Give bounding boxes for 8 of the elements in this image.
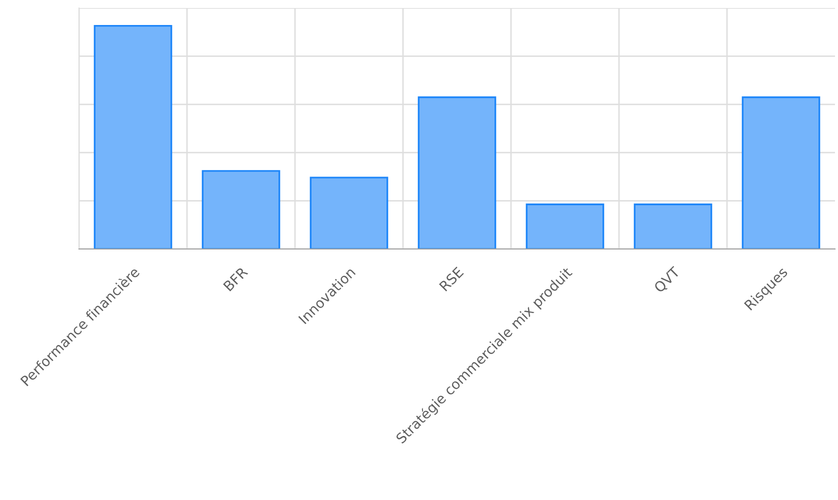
x-tick-label: BFR <box>223 266 248 292</box>
bar <box>202 170 280 249</box>
bar <box>634 204 712 249</box>
bar <box>526 204 604 249</box>
bar <box>310 176 388 249</box>
bar <box>742 96 820 249</box>
bar <box>94 25 172 249</box>
bar <box>418 96 496 249</box>
